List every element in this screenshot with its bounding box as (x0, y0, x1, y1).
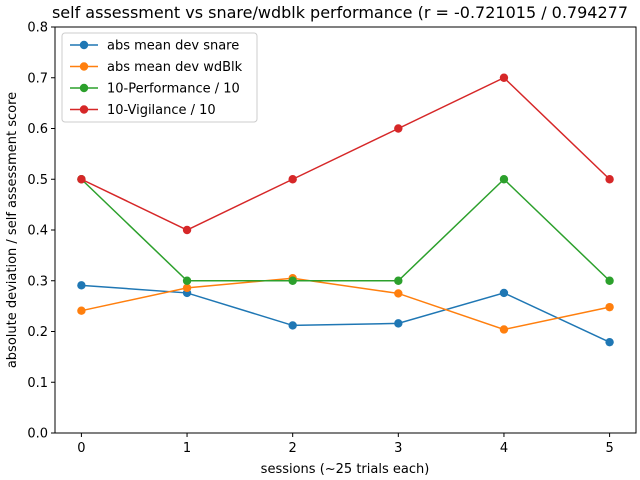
y-tick-label: 0.5 (27, 173, 48, 188)
series-layer (77, 73, 614, 347)
y-tick-label: 0.6 (27, 122, 48, 137)
series-line (81, 76, 611, 231)
legend-label: 10-Vigilance / 10 (107, 103, 216, 118)
series-2 (77, 175, 614, 285)
data-point (499, 288, 509, 298)
x-tick-label: 5 (605, 441, 613, 456)
data-point (77, 175, 86, 184)
data-point (394, 276, 403, 285)
data-point (605, 302, 614, 312)
y-tick-label: 0.2 (27, 325, 48, 340)
data-point (288, 276, 297, 285)
data-point (182, 225, 192, 235)
series-0 (77, 281, 614, 347)
y-tick-label: 0.0 (27, 427, 48, 442)
data-point (182, 283, 192, 293)
x-axis: 0 1 2 3 4 5 (77, 433, 614, 456)
x-tick-label: 3 (394, 441, 402, 456)
series-1 (77, 274, 614, 334)
legend-item: abs mean dev wdBlk (70, 60, 243, 75)
legend-box (61, 32, 258, 123)
legend-marker (79, 105, 89, 114)
series-line (80, 178, 611, 282)
legend-label: 10-Performance / 10 (107, 82, 240, 97)
x-tick-label: 0 (77, 441, 85, 456)
series-3 (77, 73, 614, 235)
data-point (77, 281, 86, 290)
data-point (394, 319, 403, 328)
y-axis-label: absolute deviation / self assessment sco… (5, 92, 20, 368)
series-line (81, 277, 610, 331)
data-point (499, 73, 509, 82)
x-tick-label: 1 (183, 441, 191, 456)
data-point (394, 124, 403, 133)
data-point (288, 175, 297, 184)
y-tick-label: 0.8 (27, 21, 48, 36)
legend-marker (79, 62, 89, 71)
data-point (605, 276, 614, 285)
y-tick-label: 0.7 (27, 71, 48, 86)
legend-label: abs mean dev snare (107, 39, 239, 54)
data-point (394, 289, 403, 298)
data-point (605, 175, 614, 184)
legend-item: 10-Vigilance / 10 (70, 103, 216, 118)
data-point (77, 306, 86, 315)
x-tick-label: 2 (289, 441, 297, 456)
data-point (499, 175, 509, 184)
y-tick-label: 0.4 (27, 224, 48, 239)
legend-item: 10-Performance / 10 (70, 82, 240, 97)
legend-label: abs mean dev wdBlk (107, 60, 243, 75)
y-axis: 0.0 0.1 0.2 0.3 0.4 0.5 0.6 0.7 0.8 (27, 21, 55, 442)
data-point (182, 276, 192, 285)
data-point (288, 321, 297, 330)
x-axis-label: sessions (~25 trials each) (261, 462, 430, 477)
y-tick-label: 0.3 (27, 274, 48, 289)
chart-title: self assessment vs snare/wdblk performan… (52, 3, 628, 22)
legend: abs mean dev snare abs mean dev wdBlk 10-P… (61, 32, 258, 123)
data-point (499, 325, 509, 334)
y-tick-label: 0.1 (27, 376, 48, 391)
legend-item: abs mean dev snare (70, 39, 239, 54)
legend-marker (79, 83, 89, 93)
legend-marker (79, 40, 89, 50)
data-point (605, 337, 614, 347)
x-tick-label: 4 (500, 441, 508, 456)
